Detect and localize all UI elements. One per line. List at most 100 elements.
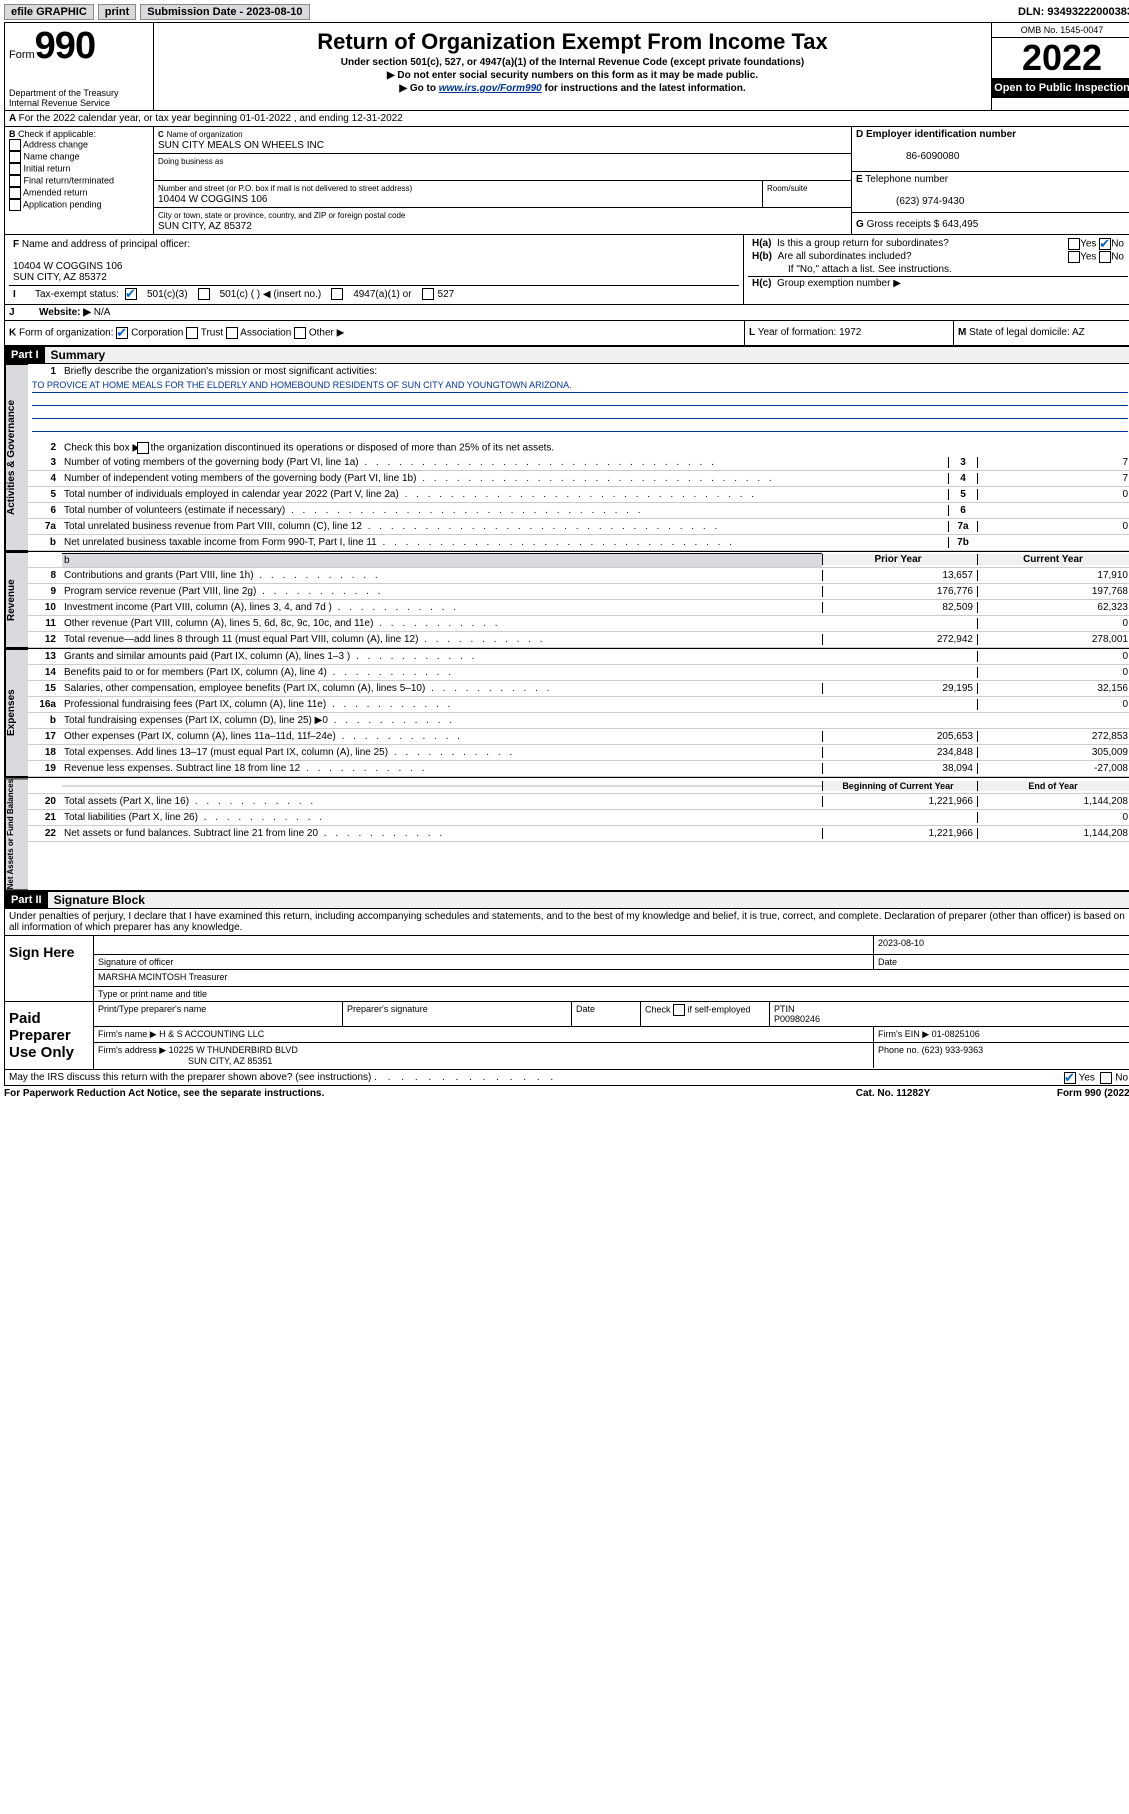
gov-line-5: 5Total number of individuals employed in… — [28, 487, 1129, 503]
chk-4947[interactable] — [331, 288, 343, 300]
ha-label: Is this a group return for subordinates? — [777, 238, 949, 249]
part2-label: Part II — [5, 892, 48, 908]
line-22: 22Net assets or fund balances. Subtract … — [28, 826, 1129, 842]
chk-501c3[interactable] — [125, 288, 137, 300]
line-18: 18Total expenses. Add lines 13–17 (must … — [28, 745, 1129, 761]
addr-label: Number and street (or P.O. box if mail i… — [158, 184, 412, 193]
line-9: 9Program service revenue (Part VIII, lin… — [28, 584, 1129, 600]
tax-year: 2022 — [992, 38, 1129, 78]
chk-amended[interactable] — [9, 187, 21, 199]
officer-name: MARSHA MCINTOSH Treasurer — [98, 972, 227, 982]
revenue-section: Revenue b Prior Year Current Year 8Contr… — [5, 552, 1129, 649]
opt-app-pending: Application pending — [23, 199, 102, 209]
website-label: Website: ▶ — [39, 307, 91, 318]
firm-ein-label: Firm's EIN ▶ — [878, 1029, 929, 1039]
part2-header-bar: Part II Signature Block — [5, 891, 1129, 909]
line-17: 17Other expenses (Part IX, column (A), l… — [28, 729, 1129, 745]
prep-sig-label: Preparer's signature — [343, 1002, 572, 1026]
mission-line4 — [32, 420, 1128, 432]
line-16a: 16aProfessional fundraising fees (Part I… — [28, 697, 1129, 713]
vert-net: Net Assets or Fund Balances — [5, 778, 28, 890]
prep-date-label: Date — [572, 1002, 641, 1026]
chk-501c[interactable] — [198, 288, 210, 300]
page-footer: For Paperwork Reduction Act Notice, see … — [4, 1086, 1129, 1101]
room-label: Room/suite — [767, 184, 807, 193]
chk-discuss-no[interactable] — [1100, 1072, 1112, 1084]
chk-discuss-yes[interactable] — [1064, 1072, 1076, 1084]
mission-text: TO PROVICE AT HOME MEALS FOR THE ELDERLY… — [32, 380, 1128, 393]
irs-link[interactable]: www.irs.gov/Form990 — [439, 83, 542, 94]
part2-title: Signature Block — [48, 893, 145, 907]
hb-label: Are all subordinates included? — [778, 251, 912, 262]
chk-hb-yes[interactable] — [1068, 251, 1080, 263]
irs-label: Internal Revenue Service — [9, 98, 149, 108]
gov-line-6: 6Total number of volunteers (estimate if… — [28, 503, 1129, 519]
chk-hb-no[interactable] — [1099, 251, 1111, 263]
opt-trust: Trust — [201, 328, 223, 339]
line-11: 11Other revenue (Part VIII, column (A), … — [28, 616, 1129, 632]
vert-gov: Activities & Governance — [5, 364, 28, 551]
c-name-label: Name of organization — [167, 130, 243, 139]
expenses-section: Expenses 13Grants and similar amounts pa… — [5, 649, 1129, 778]
gross-value: 643,495 — [942, 219, 978, 230]
chk-ha-no[interactable] — [1099, 238, 1111, 250]
form-subtitle-2: ▶ Do not enter social security numbers o… — [158, 70, 987, 81]
form-number: Form990 — [9, 25, 149, 68]
firm-addr2: SUN CITY, AZ 85351 — [98, 1056, 272, 1066]
chk-self-employed[interactable] — [673, 1004, 685, 1016]
chk-initial-return[interactable] — [9, 163, 21, 175]
opt-amended: Amended return — [23, 187, 88, 197]
chk-final-return[interactable] — [9, 175, 21, 187]
chk-name-change[interactable] — [9, 151, 21, 163]
opt-527: 527 — [434, 289, 459, 300]
line-a-taxyear: A For the 2022 calendar year, or tax yea… — [5, 111, 1129, 127]
officer-addr1: 10404 W COGGINS 106 — [13, 261, 123, 272]
form-title: Return of Organization Exempt From Incom… — [158, 29, 987, 55]
hc-label: Group exemption number ▶ — [777, 278, 901, 289]
opt-address-change: Address change — [23, 139, 88, 149]
tax-exempt-label: Tax-exempt status: — [35, 289, 125, 300]
form-header: Form990 Department of the Treasury Inter… — [5, 23, 1129, 111]
section-b: B Check if applicable: Address change Na… — [5, 127, 154, 234]
chk-corp[interactable] — [116, 327, 128, 339]
city-label: City or town, state or province, country… — [158, 211, 405, 220]
phone-label: Telephone number — [865, 174, 948, 185]
chk-assoc[interactable] — [226, 327, 238, 339]
line-8: 8Contributions and grants (Part VIII, li… — [28, 568, 1129, 584]
chk-line2[interactable] — [137, 442, 149, 454]
line-20: 20Total assets (Part X, line 16) . . . .… — [28, 794, 1129, 810]
ptin-value: P00980246 — [774, 1014, 820, 1024]
org-city: SUN CITY, AZ 85372 — [158, 221, 252, 232]
chk-other[interactable] — [294, 327, 306, 339]
line-14: 14Benefits paid to or for members (Part … — [28, 665, 1129, 681]
line-15: 15Salaries, other compensation, employee… — [28, 681, 1129, 697]
cat-no: Cat. No. 11282Y — [803, 1088, 983, 1099]
col-current: Current Year — [977, 554, 1129, 565]
gross-label: Gross receipts $ — [867, 219, 940, 230]
section-j: J Website: ▶ N/A — [5, 305, 1129, 321]
chk-527[interactable] — [422, 288, 434, 300]
chk-trust[interactable] — [186, 327, 198, 339]
ptin-label: PTIN — [774, 1004, 795, 1014]
form-990-number: 990 — [35, 25, 95, 67]
type-name-label: Type or print name and title — [94, 987, 1129, 1001]
opt-initial-return: Initial return — [24, 163, 71, 173]
prep-name-label: Print/Type preparer's name — [94, 1002, 343, 1026]
line2-text: Check this box ▶ if the organization dis… — [62, 441, 1129, 455]
chk-address-change[interactable] — [9, 139, 21, 151]
officer-addr2: SUN CITY, AZ 85372 — [13, 272, 107, 283]
ein-value: 86-6090080 — [856, 151, 959, 162]
gov-line-7b: bNet unrelated business taxable income f… — [28, 535, 1129, 551]
officer-label: Name and address of principal officer: — [22, 239, 190, 250]
chk-ha-yes[interactable] — [1068, 238, 1080, 250]
firm-addr1: 10225 W THUNDERBIRD BLVD — [169, 1045, 298, 1055]
chk-app-pending[interactable] — [9, 199, 21, 211]
form-prefix: Form — [9, 49, 35, 61]
print-button[interactable]: print — [98, 4, 136, 20]
line-21: 21Total liabilities (Part X, line 26) . … — [28, 810, 1129, 826]
dln: DLN: 93493222000383 — [1018, 6, 1129, 18]
gov-line-4: 4Number of independent voting members of… — [28, 471, 1129, 487]
efile-button[interactable]: efile GRAPHIC — [4, 4, 94, 20]
paperwork-notice: For Paperwork Reduction Act Notice, see … — [4, 1088, 803, 1099]
sign-here-label: Sign Here — [5, 936, 94, 1001]
